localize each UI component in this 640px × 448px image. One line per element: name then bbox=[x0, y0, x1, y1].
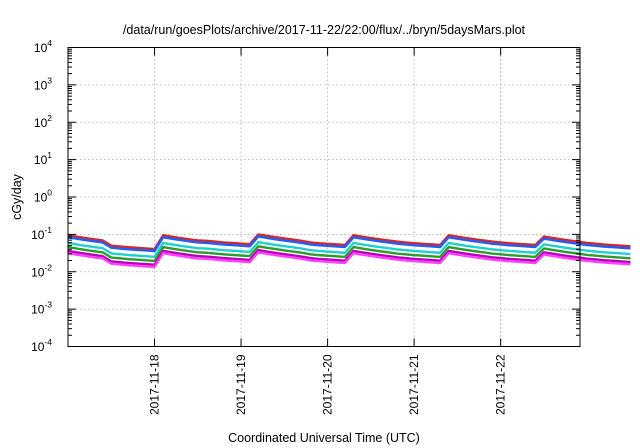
y-tick-label: 10-1 bbox=[31, 225, 52, 242]
y-tick-label: 10-2 bbox=[31, 262, 52, 279]
x-tick-label: 2017-11-20 bbox=[321, 354, 335, 415]
y-tick-label: 10-4 bbox=[31, 337, 52, 354]
y-axis: 10-4 10-3 10-2 10-1 100 101 102 103 104 bbox=[31, 38, 580, 354]
x-axis-label: Coordinated Universal Time (UTC) bbox=[228, 431, 420, 445]
x-tick-label: 2017-11-22 bbox=[494, 354, 508, 415]
series-line bbox=[67, 248, 631, 266]
x-axis: 2017-11-18 2017-11-19 2017-11-20 2017-11-21… bbox=[148, 47, 508, 415]
y-tick-label: 101 bbox=[34, 150, 52, 167]
y-tick-label: 102 bbox=[34, 113, 52, 130]
y-tick-label: 100 bbox=[34, 188, 52, 205]
series-line bbox=[67, 240, 631, 258]
y-axis-label: cGy/day bbox=[10, 173, 24, 220]
y-tick-label: 104 bbox=[34, 38, 52, 55]
series-line bbox=[67, 235, 631, 253]
series-line bbox=[67, 245, 631, 263]
chart-title: /data/run/goesPlots/archive/2017-11-22/2… bbox=[123, 23, 526, 37]
grid bbox=[68, 47, 580, 347]
y-tick-label: 103 bbox=[34, 75, 52, 92]
series-layer bbox=[67, 233, 631, 269]
x-tick-label: 2017-11-21 bbox=[407, 354, 421, 415]
x-tick-label: 2017-11-19 bbox=[234, 354, 248, 415]
x-tick-label: 2017-11-18 bbox=[148, 354, 162, 415]
y-tick-label: 10-3 bbox=[31, 300, 52, 317]
series-line bbox=[67, 251, 631, 269]
